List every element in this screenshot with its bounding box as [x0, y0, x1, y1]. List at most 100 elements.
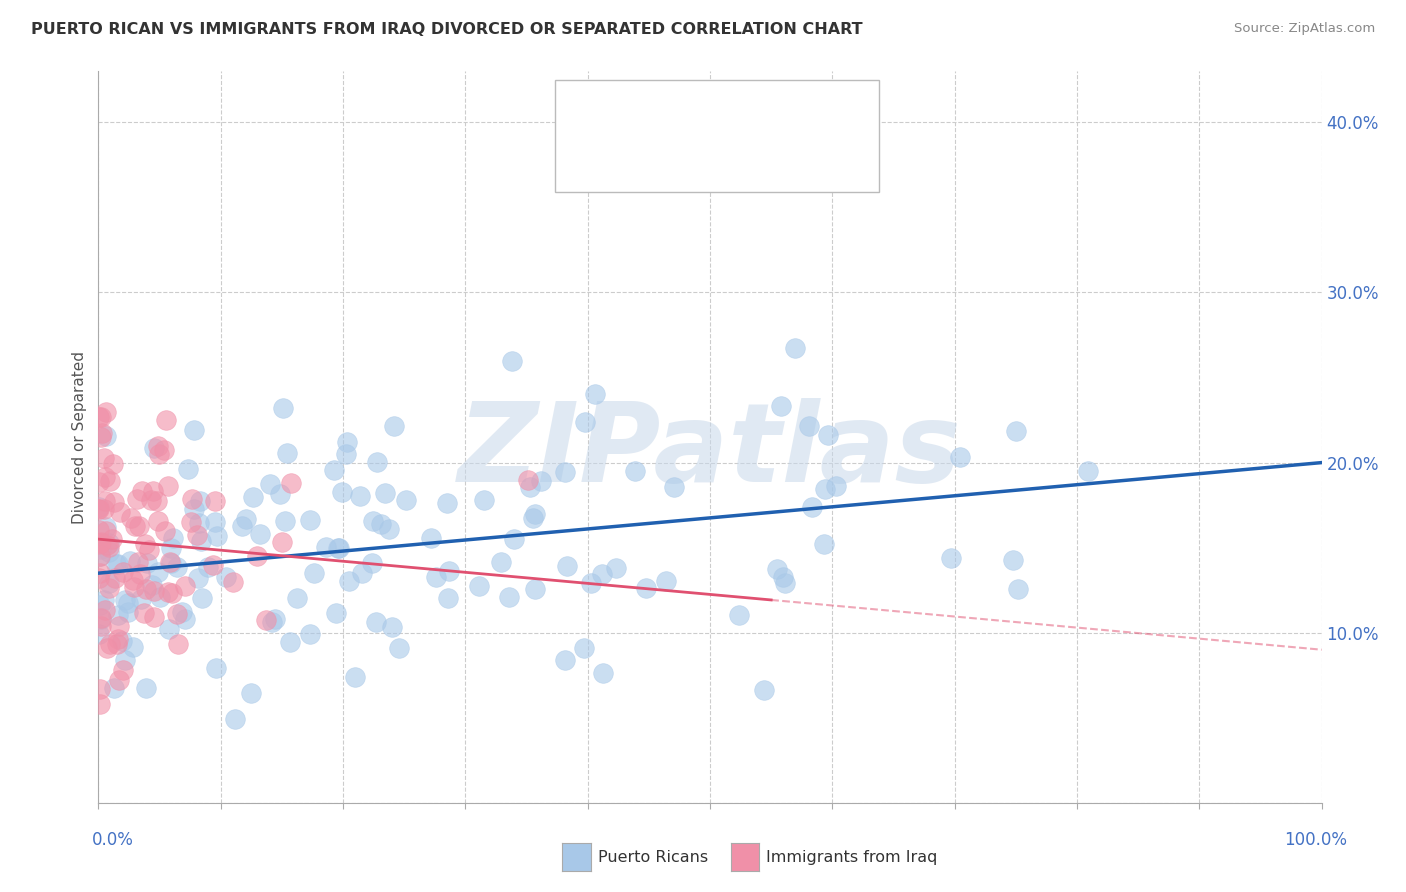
Point [180, 492, 202, 507]
Point [381, 620, 404, 634]
Point [772, 570, 794, 584]
Point [122, 574, 145, 588]
Text: 100.0%: 100.0% [1284, 831, 1347, 849]
Point [121, 640, 143, 655]
Point [498, 590, 520, 604]
Point [143, 610, 166, 624]
Point [280, 476, 302, 491]
Point [89, 598, 111, 612]
Text: N =: N = [745, 151, 785, 169]
Point [246, 549, 269, 564]
Point [374, 486, 396, 500]
Point [939, 550, 962, 565]
Point [591, 567, 613, 582]
Point [636, 581, 658, 595]
Point [90, 619, 112, 633]
Point [117, 596, 139, 610]
Point [98, 576, 121, 591]
Point [574, 641, 596, 656]
Point [343, 670, 366, 684]
Point [141, 578, 163, 592]
Point [425, 570, 447, 584]
Point [135, 582, 157, 597]
Point [785, 341, 807, 355]
Point [111, 633, 134, 648]
Point [197, 560, 219, 574]
Text: -0.245: -0.245 [675, 151, 740, 169]
Point [262, 615, 284, 630]
Point [361, 556, 384, 570]
Point [765, 562, 787, 576]
Point [323, 463, 346, 477]
Point [207, 529, 229, 543]
Point [583, 387, 606, 401]
Text: PUERTO RICAN VS IMMIGRANTS FROM IRAQ DIVORCED OR SEPARATED CORRELATION CHART: PUERTO RICAN VS IMMIGRANTS FROM IRAQ DIV… [31, 22, 862, 37]
Point [382, 418, 405, 433]
Point [94, 520, 117, 534]
Point [387, 640, 409, 655]
Point [96, 524, 118, 538]
Point [87, 524, 110, 538]
Point [173, 579, 195, 593]
Text: Source: ZipAtlas.com: Source: ZipAtlas.com [1234, 22, 1375, 36]
Point [87, 500, 110, 514]
Point [127, 555, 149, 569]
Point [190, 533, 212, 548]
Point [523, 508, 546, 522]
Point [87, 502, 110, 516]
Point [166, 637, 188, 651]
Point [96, 640, 118, 655]
Point [269, 487, 291, 501]
Point [263, 612, 285, 626]
Point [328, 541, 350, 555]
Text: ZIPatlas: ZIPatlas [458, 398, 962, 505]
Point [574, 415, 596, 429]
Point [156, 584, 179, 599]
Point [146, 439, 169, 453]
Point [770, 399, 793, 413]
Point [325, 607, 347, 621]
Point [370, 516, 392, 531]
Point [655, 574, 678, 589]
Point [98, 474, 121, 488]
Point [377, 522, 399, 536]
Point [501, 354, 523, 368]
Point [159, 556, 181, 570]
Point [259, 476, 281, 491]
Point [361, 515, 384, 529]
Point [157, 479, 180, 493]
Point [149, 591, 172, 605]
Point [129, 592, 152, 607]
Point [118, 554, 141, 568]
Point [134, 536, 156, 550]
Point [516, 473, 538, 487]
Point [148, 447, 170, 461]
Point [89, 681, 111, 696]
Point [97, 540, 120, 554]
Text: R =: R = [621, 151, 661, 169]
Point [104, 571, 127, 585]
Point [204, 494, 226, 508]
Point [231, 519, 253, 533]
Point [103, 495, 125, 509]
Point [93, 493, 115, 508]
Point [187, 571, 209, 585]
Point [89, 627, 111, 641]
Point [557, 558, 579, 573]
Point [522, 511, 544, 525]
Point [160, 541, 183, 556]
Point [148, 566, 170, 580]
Point [107, 607, 129, 622]
Point [157, 623, 180, 637]
Point [524, 582, 547, 596]
Point [89, 549, 111, 564]
Point [183, 423, 205, 437]
Point [91, 425, 114, 440]
Point [176, 462, 198, 476]
Point [90, 410, 112, 425]
Point [160, 556, 183, 570]
Point [592, 666, 614, 681]
Text: 0.0%: 0.0% [91, 831, 134, 849]
Point [554, 465, 576, 479]
Point [1077, 464, 1099, 478]
